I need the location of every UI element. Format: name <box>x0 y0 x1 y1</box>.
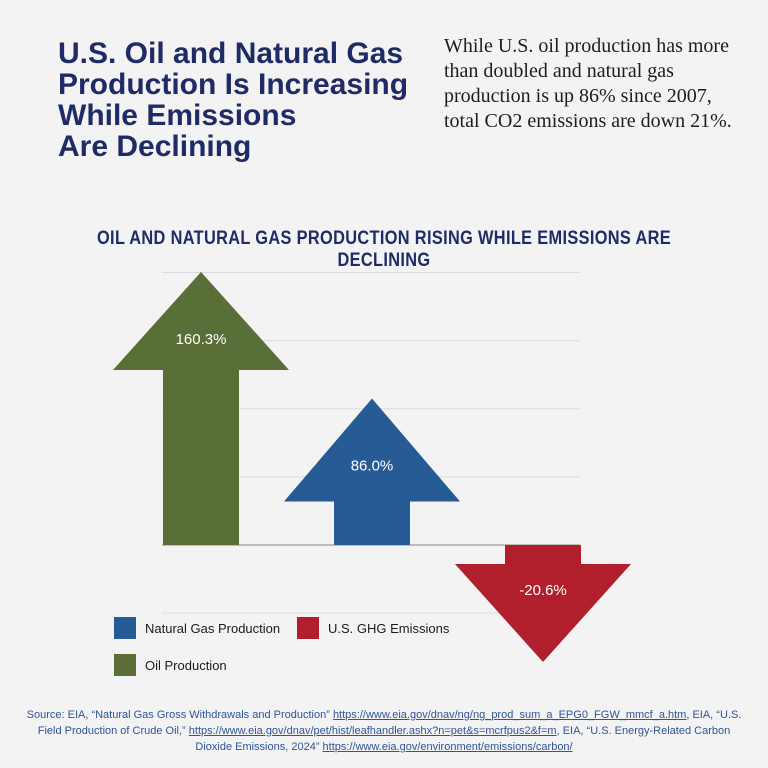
source-link-emissions[interactable]: https://www.eia.gov/environment/emission… <box>322 741 573 753</box>
arrow-oil <box>113 272 289 545</box>
source-note: Source: EIA, “Natural Gas Gross Withdraw… <box>20 707 748 755</box>
arrow-chart: 160.3% 86.0% -20.6% <box>113 272 631 662</box>
data-label-oil: 160.3% <box>176 331 227 348</box>
source-mid-2: , EIA, “U.S. Energy-Related Carbon Dioxi… <box>195 725 731 753</box>
legend-label-gas: Natural Gas Production <box>145 620 281 636</box>
source-link-gas[interactable]: https://www.eia.gov/dnav/ng/ng_prod_sum_… <box>332 709 687 721</box>
arrow-gas <box>284 398 460 545</box>
legend-label-emissions: U.S. GHG Emissions <box>328 620 450 636</box>
legend-item-oil: Oil Production <box>114 654 227 676</box>
arrow-emissions <box>455 545 631 662</box>
legend-swatch-emissions <box>297 617 319 639</box>
legend-item-gas: Natural Gas Production <box>114 617 280 639</box>
data-label-emissions: -20.6% <box>519 582 567 599</box>
legend-swatch-gas <box>114 617 136 639</box>
chart-title: OIL AND NATURAL GAS PRODUCTION RISING WH… <box>97 228 671 271</box>
source-prefix: Source: EIA, “Natural Gas Gross Withdraw… <box>26 709 333 721</box>
source-mid-1: , EIA, “U.S. Field Production of Crude O… <box>37 709 742 737</box>
legend-swatch-oil <box>114 654 136 676</box>
headline: U.S. Oil and Natural Gas Production Is I… <box>58 37 409 163</box>
legend-label-oil: Oil Production <box>145 657 227 673</box>
data-label-gas: 86.0% <box>351 458 394 475</box>
source-link-oil[interactable]: https://www.eia.gov/dnav/pet/hist/leafha… <box>188 725 557 737</box>
legend-item-emissions: U.S. GHG Emissions <box>297 617 449 639</box>
summary-text: While U.S. oil production has more than … <box>444 35 732 132</box>
